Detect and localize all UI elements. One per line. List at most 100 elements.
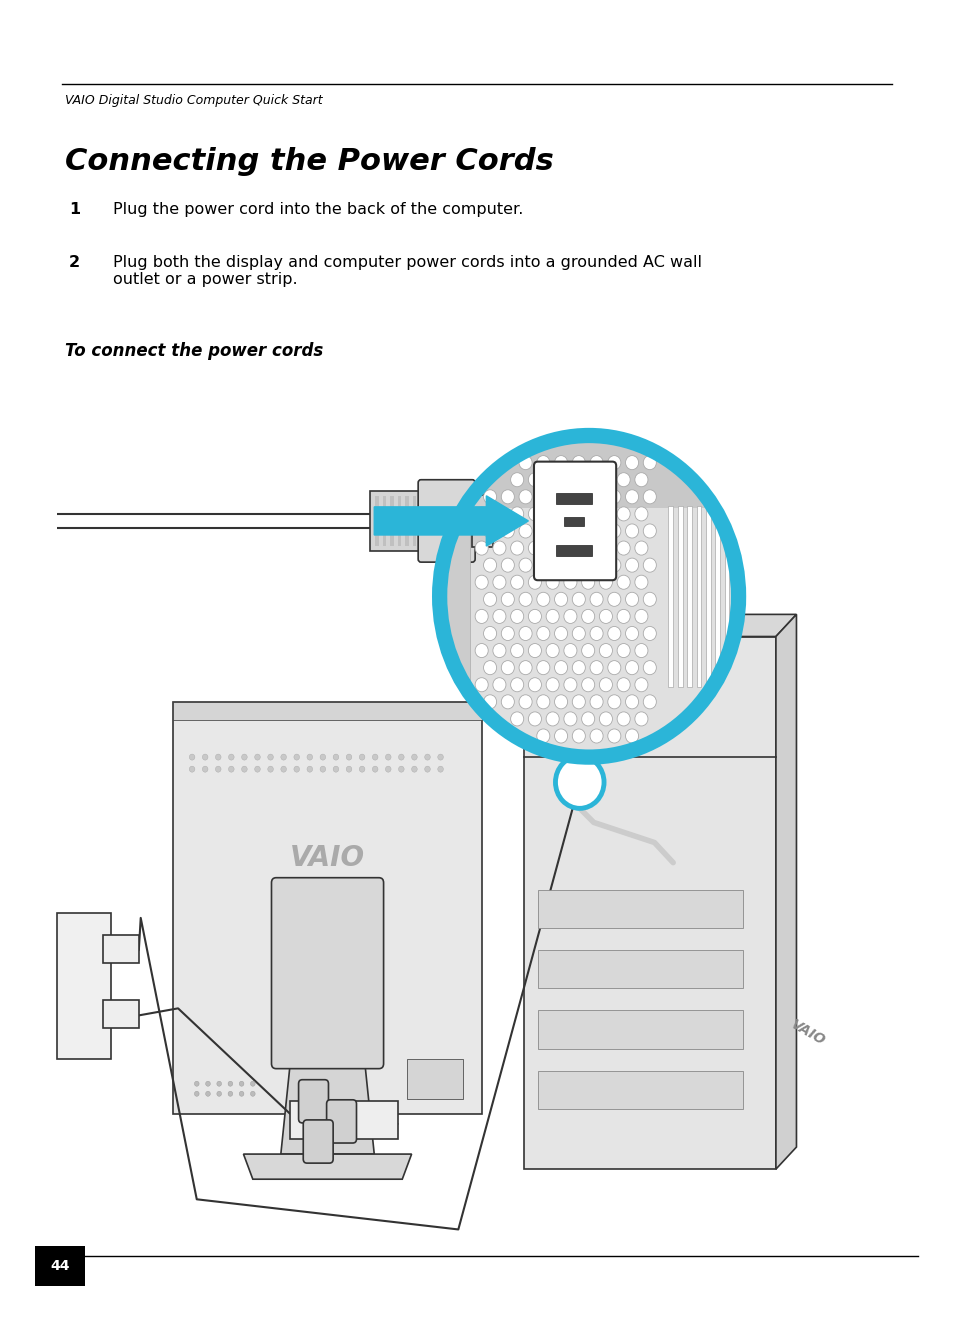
Circle shape bbox=[493, 507, 505, 521]
Circle shape bbox=[581, 678, 594, 691]
Circle shape bbox=[617, 541, 630, 555]
Circle shape bbox=[475, 507, 488, 521]
Circle shape bbox=[528, 575, 541, 590]
Bar bbox=[103, 935, 139, 963]
Circle shape bbox=[215, 766, 221, 772]
Bar bbox=[523, 636, 775, 1168]
Text: VAIO: VAIO bbox=[788, 1018, 827, 1048]
Circle shape bbox=[254, 766, 260, 772]
Circle shape bbox=[251, 1091, 254, 1096]
Circle shape bbox=[634, 610, 647, 623]
Circle shape bbox=[483, 592, 497, 606]
Circle shape bbox=[572, 592, 585, 606]
Circle shape bbox=[475, 575, 488, 590]
Bar bbox=[686, 507, 691, 687]
Circle shape bbox=[528, 507, 541, 521]
Circle shape bbox=[563, 541, 577, 555]
Bar bbox=[103, 1000, 139, 1029]
Circle shape bbox=[634, 507, 647, 521]
Circle shape bbox=[510, 643, 523, 658]
Circle shape bbox=[493, 643, 505, 658]
Circle shape bbox=[251, 1081, 254, 1087]
Circle shape bbox=[554, 524, 567, 539]
Circle shape bbox=[598, 507, 612, 521]
Circle shape bbox=[607, 729, 620, 742]
Circle shape bbox=[518, 695, 532, 709]
Circle shape bbox=[545, 473, 558, 486]
Bar bbox=[390, 496, 394, 547]
Circle shape bbox=[500, 661, 514, 675]
Circle shape bbox=[202, 766, 208, 772]
Circle shape bbox=[500, 627, 514, 641]
Polygon shape bbox=[775, 614, 796, 1168]
Circle shape bbox=[239, 1091, 244, 1096]
Circle shape bbox=[385, 766, 391, 772]
Circle shape bbox=[589, 729, 602, 742]
Circle shape bbox=[642, 489, 656, 504]
FancyBboxPatch shape bbox=[303, 1120, 333, 1163]
Circle shape bbox=[625, 559, 638, 572]
Circle shape bbox=[202, 754, 208, 760]
Bar bbox=[444, 441, 470, 752]
Circle shape bbox=[581, 473, 594, 486]
Bar bbox=[563, 517, 584, 527]
Circle shape bbox=[189, 766, 194, 772]
Circle shape bbox=[589, 695, 602, 709]
Circle shape bbox=[589, 559, 602, 572]
Circle shape bbox=[545, 541, 558, 555]
Circle shape bbox=[607, 489, 620, 504]
Bar bbox=[382, 496, 386, 547]
Circle shape bbox=[493, 610, 505, 623]
FancyBboxPatch shape bbox=[417, 480, 475, 563]
Circle shape bbox=[500, 524, 514, 539]
Circle shape bbox=[483, 627, 497, 641]
Circle shape bbox=[518, 559, 532, 572]
Circle shape bbox=[537, 627, 549, 641]
Circle shape bbox=[437, 754, 443, 760]
Circle shape bbox=[572, 729, 585, 742]
Circle shape bbox=[333, 754, 338, 760]
Circle shape bbox=[537, 729, 549, 742]
Bar bbox=[537, 708, 560, 717]
Circle shape bbox=[581, 643, 594, 658]
Circle shape bbox=[634, 678, 647, 691]
Circle shape bbox=[493, 541, 505, 555]
Circle shape bbox=[239, 1081, 244, 1087]
Circle shape bbox=[625, 456, 638, 470]
Circle shape bbox=[268, 754, 274, 760]
Circle shape bbox=[518, 489, 532, 504]
Circle shape bbox=[483, 524, 497, 539]
Circle shape bbox=[607, 627, 620, 641]
Text: VAIO: VAIO bbox=[290, 844, 365, 871]
Circle shape bbox=[528, 678, 541, 691]
Circle shape bbox=[572, 456, 585, 470]
Bar bbox=[375, 496, 378, 547]
Circle shape bbox=[254, 754, 260, 760]
Circle shape bbox=[572, 627, 585, 641]
Circle shape bbox=[500, 592, 514, 606]
Bar bbox=[537, 687, 560, 697]
Bar bbox=[715, 507, 720, 687]
Circle shape bbox=[411, 766, 416, 772]
Circle shape bbox=[510, 507, 523, 521]
Circle shape bbox=[372, 754, 377, 760]
Circle shape bbox=[398, 766, 404, 772]
Circle shape bbox=[589, 456, 602, 470]
Polygon shape bbox=[243, 1154, 411, 1179]
Circle shape bbox=[216, 1091, 221, 1096]
Circle shape bbox=[572, 559, 585, 572]
Circle shape bbox=[537, 592, 549, 606]
Circle shape bbox=[581, 575, 594, 590]
Circle shape bbox=[634, 712, 647, 726]
Circle shape bbox=[545, 712, 558, 726]
Bar bbox=[537, 1071, 742, 1110]
Bar bbox=[537, 1010, 742, 1048]
Text: Plug both the display and computer power cords into a grounded AC wall
outlet or: Plug both the display and computer power… bbox=[112, 255, 700, 287]
Circle shape bbox=[424, 754, 430, 760]
Circle shape bbox=[598, 541, 612, 555]
Circle shape bbox=[634, 643, 647, 658]
Bar bbox=[290, 1101, 397, 1139]
Circle shape bbox=[280, 766, 286, 772]
Circle shape bbox=[241, 766, 247, 772]
Bar bbox=[472, 494, 493, 547]
